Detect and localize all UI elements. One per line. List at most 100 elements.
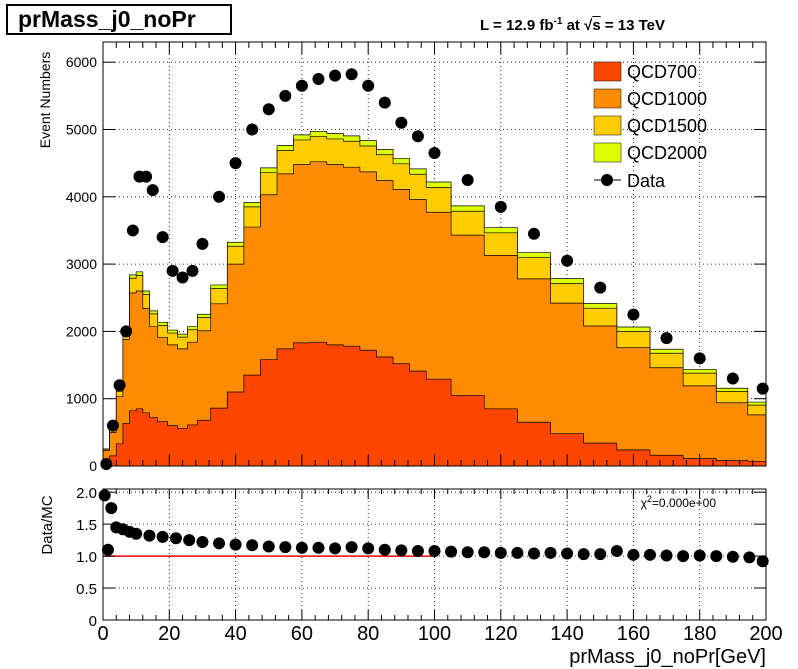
- data-point: [146, 184, 159, 197]
- ratio-point: [461, 546, 474, 559]
- legend-label-qcd1000: QCD1000: [627, 89, 707, 109]
- lumi-sqrt-s: s: [592, 17, 601, 34]
- ratio-x-ticks: 0 20 40 60 80 100 120 140 160 180 200: [97, 489, 783, 645]
- ratio-y-ticks: 0 0.5 1.0 1.5 2.0: [76, 485, 766, 630]
- legend-label-data: Data: [627, 171, 666, 191]
- x-tick-label: 80: [357, 623, 379, 645]
- ratio-point: [693, 549, 706, 562]
- data-point: [494, 200, 507, 213]
- sqrt-symbol: √: [584, 17, 593, 34]
- legend-label-qcd1500: QCD1500: [627, 116, 707, 136]
- data-point: [627, 308, 640, 321]
- main-y-tick-label: 5000: [66, 121, 97, 137]
- ratio-point: [561, 547, 574, 560]
- data-point: [246, 123, 259, 136]
- data-point: [262, 103, 275, 116]
- x-tick-label: 120: [484, 623, 517, 645]
- ratio-point: [643, 548, 656, 561]
- legend-label-qcd2000: QCD2000: [627, 143, 707, 163]
- main-y-axis-label: Event Numbers: [37, 52, 53, 148]
- main-x-ticks: [102, 42, 767, 466]
- data-point: [295, 79, 308, 92]
- ratio-point: [395, 544, 408, 557]
- legend-data-marker: [601, 174, 613, 186]
- ratio-point: [295, 541, 308, 554]
- ratio-point: [196, 536, 209, 549]
- ratio-point: [98, 489, 111, 502]
- ratio-point: [445, 545, 458, 558]
- ratio-point: [726, 550, 739, 563]
- x-tick-label: 100: [418, 623, 451, 645]
- legend-swatch-qcd1000: [593, 88, 622, 109]
- data-point: [527, 227, 540, 240]
- data-point: [196, 237, 209, 250]
- ratio-point: [156, 530, 169, 543]
- data-point: [378, 96, 391, 109]
- ratio-point: [329, 542, 342, 555]
- data-point: [693, 352, 706, 365]
- ratio-point: [743, 551, 756, 564]
- ratio-point: [101, 543, 114, 556]
- ratio-y-tick-label: 1.5: [76, 517, 97, 534]
- ratio-point: [594, 548, 607, 561]
- ratio-point: [527, 547, 540, 560]
- ratio-point: [362, 542, 375, 555]
- data-point: [726, 372, 739, 385]
- ratio-point: [677, 550, 690, 563]
- ratio-point: [378, 543, 391, 556]
- data-point: [106, 419, 119, 432]
- data-point: [660, 332, 673, 345]
- chi2-symbol: χ: [641, 496, 648, 510]
- x-tick-label: 160: [617, 623, 650, 645]
- main-y-tick-label: 3000: [66, 256, 97, 272]
- luminosity-label: L = 12.9 fb-1 at √s = 13 TeV: [480, 16, 665, 34]
- data-point: [166, 264, 179, 277]
- main-y-tick-label: 6000: [66, 54, 97, 70]
- ratio-point: [411, 544, 424, 557]
- x-tick-label: 140: [550, 623, 583, 645]
- stacked-areas: [102, 130, 767, 467]
- chi2-exponent: 2: [647, 494, 652, 504]
- lumi-suffix: = 13 TeV: [600, 17, 666, 34]
- plot-title: prMass_j0_noPr: [6, 4, 232, 35]
- ratio-point: [710, 550, 723, 563]
- ratio-point: [577, 548, 590, 561]
- main-y-tick-label: 0: [89, 458, 97, 474]
- x-tick-label: 180: [683, 623, 716, 645]
- ratio-point: [262, 540, 275, 553]
- legend-label-qcd700: QCD700: [627, 62, 697, 82]
- main-y-ticks: 0 1000 2000 3000 4000 5000 6000: [66, 54, 766, 474]
- ratio-point: [544, 546, 557, 559]
- data-point: [186, 264, 199, 277]
- x-tick-label: 40: [224, 623, 246, 645]
- data-point: [312, 73, 325, 86]
- x-axis-label: prMass_j0_noPr[GeV]: [569, 646, 766, 668]
- ratio-point: [183, 534, 196, 547]
- ratio-y-axis-label: Data/MC: [39, 495, 56, 554]
- ratio-point: [610, 544, 623, 557]
- legend-swatch-qcd2000: [593, 142, 622, 163]
- data-points: [100, 68, 769, 470]
- x-tick-label: 200: [749, 623, 782, 645]
- ratio-y-tick-label: 0: [89, 613, 97, 630]
- ratio-point: [130, 527, 143, 540]
- lumi-exponent: -1: [553, 16, 563, 27]
- data-point: [428, 147, 441, 160]
- ratio-point: [169, 532, 182, 545]
- ratio-point: [345, 541, 358, 554]
- ratio-y-tick-label: 1.0: [76, 549, 97, 566]
- stack-area-qcd700: [102, 341, 767, 467]
- data-point: [140, 170, 153, 183]
- ratio-point: [105, 502, 118, 515]
- ratio-point: [312, 541, 325, 554]
- data-point: [756, 382, 769, 395]
- legend-swatch-qcd700: [593, 61, 622, 82]
- lumi-prefix: L = 12.9 fb: [480, 17, 554, 34]
- ratio-point: [246, 539, 259, 552]
- ratio-point: [756, 555, 769, 568]
- data-point: [229, 157, 242, 170]
- data-point: [395, 116, 408, 129]
- x-tick-label: 0: [97, 623, 108, 645]
- data-point: [362, 79, 375, 92]
